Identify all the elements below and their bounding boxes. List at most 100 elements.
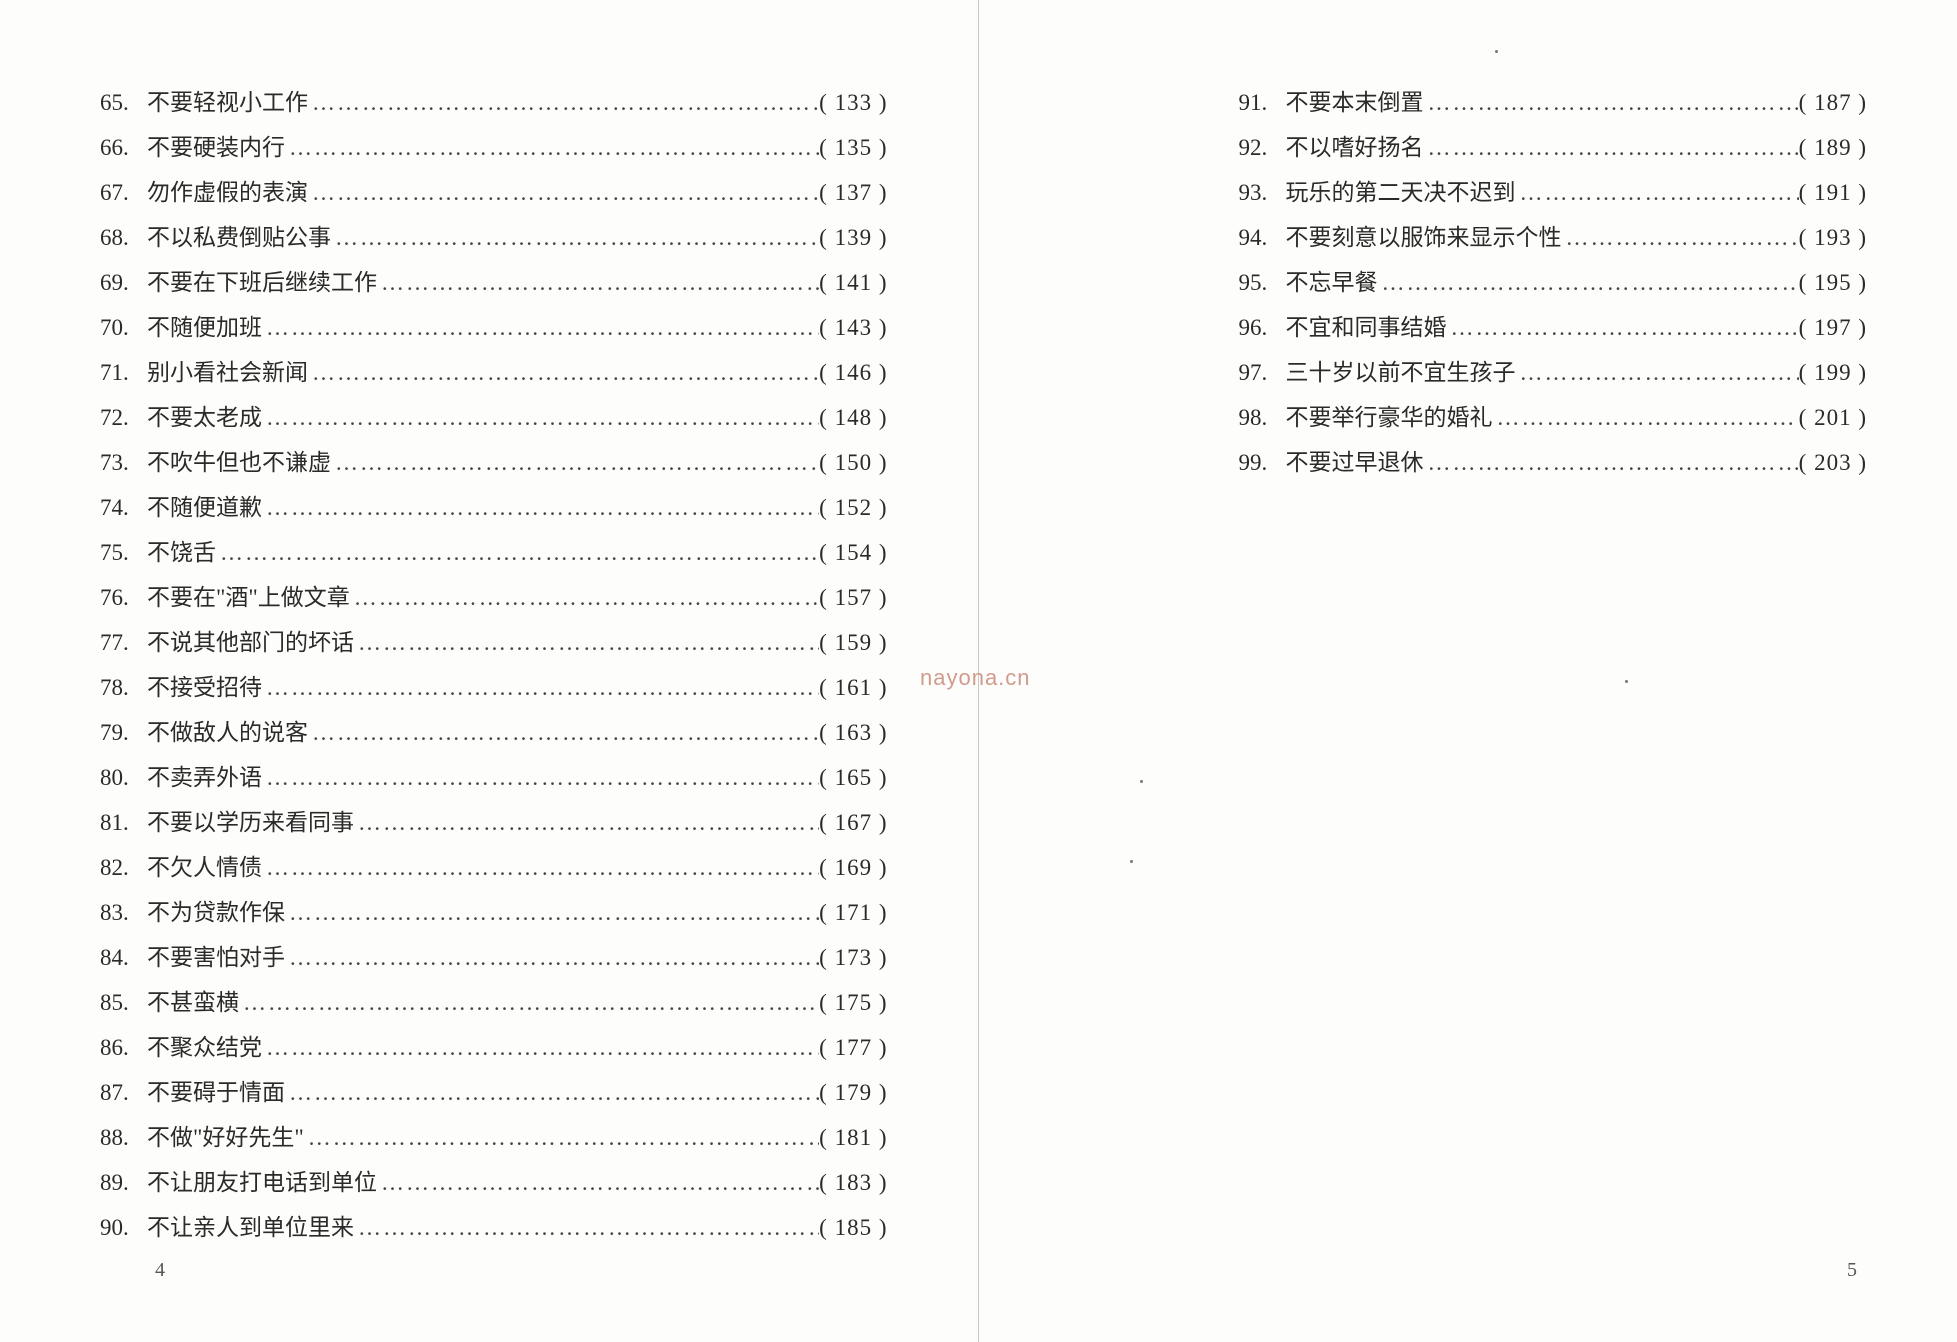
toc-item-page: ( 183 ) xyxy=(819,1160,887,1205)
toc-item-page: ( 179 ) xyxy=(819,1070,887,1115)
toc-item-leader-dots: ……………………………………………………………………………… xyxy=(1424,440,1799,485)
toc-item-leader-dots: ……………………………………………………………………………… xyxy=(1493,395,1799,440)
toc-item-leader-dots: ……………………………………………………………………………… xyxy=(377,1160,819,1205)
toc-item-title: 不要碍于情面 xyxy=(147,1070,285,1115)
toc-item-title: 不让朋友打电话到单位 xyxy=(147,1160,377,1205)
toc-item-number: 99. xyxy=(1239,440,1284,485)
toc-item-title: 不说其他部门的坏话 xyxy=(147,620,354,665)
toc-item-number: 97. xyxy=(1239,350,1284,395)
toc-item-page: ( 195 ) xyxy=(1799,260,1867,305)
toc-item-title: 不要本末倒置 xyxy=(1286,80,1424,125)
toc-item-title: 不要刻意以服饰来显示个性 xyxy=(1286,215,1562,260)
toc-item-leader-dots: ……………………………………………………………………………… xyxy=(308,350,819,395)
toc-item: 80.不卖弄外语 ………………………………………………………………………………(… xyxy=(100,755,888,800)
toc-item-leader-dots: ……………………………………………………………………………… xyxy=(285,935,819,980)
toc-item-leader-dots: ……………………………………………………………………………… xyxy=(262,1025,819,1070)
toc-item-title: 不甚蛮横 xyxy=(147,980,239,1025)
toc-item-number: 77. xyxy=(100,620,145,665)
toc-item-title: 不宜和同事结婚 xyxy=(1286,305,1447,350)
toc-item: 83.不为贷款作保 ………………………………………………………………………………… xyxy=(100,890,888,935)
toc-item: 69.不要在下班后继续工作 ……………………………………………………………………… xyxy=(100,260,888,305)
toc-item-leader-dots: ……………………………………………………………………………… xyxy=(354,1205,819,1250)
toc-item: 95.不忘早餐 ………………………………………………………………………………( … xyxy=(1239,260,1868,305)
toc-item-title: 不要害怕对手 xyxy=(147,935,285,980)
toc-item-number: 87. xyxy=(100,1070,145,1115)
toc-item-title: 别小看社会新闻 xyxy=(147,350,308,395)
toc-item-page: ( 185 ) xyxy=(819,1205,887,1250)
toc-item-number: 66. xyxy=(100,125,145,170)
toc-item: 96.不宜和同事结婚 ……………………………………………………………………………… xyxy=(1239,305,1868,350)
toc-item-title: 不要在下班后继续工作 xyxy=(147,260,377,305)
toc-item-number: 93. xyxy=(1239,170,1284,215)
toc-item-number: 89. xyxy=(100,1160,145,1205)
toc-item-page: ( 169 ) xyxy=(819,845,887,890)
toc-item-leader-dots: ……………………………………………………………………………… xyxy=(262,665,819,710)
toc-item-leader-dots: ……………………………………………………………………………… xyxy=(350,575,819,620)
toc-item: 65.不要轻视小工作 ……………………………………………………………………………… xyxy=(100,80,888,125)
toc-item: 88.不做"好好先生" …………………………………………………………………………… xyxy=(100,1115,888,1160)
toc-item: 67.勿作虚假的表演 ……………………………………………………………………………… xyxy=(100,170,888,215)
toc-item: 72.不要太老成 ………………………………………………………………………………(… xyxy=(100,395,888,440)
toc-item-number: 75. xyxy=(100,530,145,575)
toc-item-page: ( 148 ) xyxy=(819,395,887,440)
toc-item-leader-dots: ……………………………………………………………………………… xyxy=(285,125,819,170)
toc-item-leader-dots: ……………………………………………………………………………… xyxy=(1378,260,1799,305)
toc-item-title: 不随便加班 xyxy=(147,305,262,350)
toc-item-page: ( 165 ) xyxy=(819,755,887,800)
toc-item-page: ( 163 ) xyxy=(819,710,887,755)
toc-item: 74.不随便道歉 ………………………………………………………………………………(… xyxy=(100,485,888,530)
toc-item-title: 不欠人情债 xyxy=(147,845,262,890)
toc-item-number: 74. xyxy=(100,485,145,530)
toc-item: 78.不接受招待 ………………………………………………………………………………(… xyxy=(100,665,888,710)
toc-item-number: 98. xyxy=(1239,395,1284,440)
toc-item-page: ( 177 ) xyxy=(819,1025,887,1070)
toc-item: 79.不做敌人的说客 ……………………………………………………………………………… xyxy=(100,710,888,755)
toc-item-page: ( 197 ) xyxy=(1799,305,1867,350)
toc-item: 91.不要本末倒置 ………………………………………………………………………………… xyxy=(1239,80,1868,125)
toc-item-number: 96. xyxy=(1239,305,1284,350)
toc-item-leader-dots: ……………………………………………………………………………… xyxy=(1447,305,1799,350)
toc-item-page: ( 199 ) xyxy=(1799,350,1867,395)
toc-item-leader-dots: ……………………………………………………………………………… xyxy=(308,710,819,755)
toc-item-number: 82. xyxy=(100,845,145,890)
toc-item-title: 不接受招待 xyxy=(147,665,262,710)
toc-item: 85.不甚蛮横 ………………………………………………………………………………( … xyxy=(100,980,888,1025)
toc-item-page: ( 146 ) xyxy=(819,350,887,395)
toc-item-leader-dots: ……………………………………………………………………………… xyxy=(262,395,819,440)
toc-item-page: ( 187 ) xyxy=(1799,80,1867,125)
toc-item-number: 73. xyxy=(100,440,145,485)
toc-item-leader-dots: ……………………………………………………………………………… xyxy=(285,1070,819,1115)
toc-item: 68.不以私费倒贴公事 …………………………………………………………………………… xyxy=(100,215,888,260)
toc-item-title: 不聚众结党 xyxy=(147,1025,262,1070)
toc-item-title: 玩乐的第二天决不迟到 xyxy=(1286,170,1516,215)
toc-list-left: 65.不要轻视小工作 ……………………………………………………………………………… xyxy=(100,80,888,1250)
toc-item-number: 85. xyxy=(100,980,145,1025)
toc-item-number: 72. xyxy=(100,395,145,440)
toc-item-title: 不忘早餐 xyxy=(1286,260,1378,305)
toc-item-page: ( 191 ) xyxy=(1799,170,1867,215)
toc-item-number: 70. xyxy=(100,305,145,350)
toc-item-title: 不随便道歉 xyxy=(147,485,262,530)
toc-item-page: ( 175 ) xyxy=(819,980,887,1025)
toc-item: 82.不欠人情债 ………………………………………………………………………………(… xyxy=(100,845,888,890)
toc-item-title: 不做"好好先生" xyxy=(147,1115,304,1160)
toc-item: 99.不要过早退休 ………………………………………………………………………………… xyxy=(1239,440,1868,485)
scan-speck xyxy=(1130,860,1133,863)
toc-item-number: 91. xyxy=(1239,80,1284,125)
toc-item-leader-dots: ……………………………………………………………………………… xyxy=(1424,125,1799,170)
toc-item-number: 71. xyxy=(100,350,145,395)
toc-item-leader-dots: ……………………………………………………………………………… xyxy=(354,620,819,665)
toc-item-page: ( 154 ) xyxy=(819,530,887,575)
toc-item-leader-dots: ……………………………………………………………………………… xyxy=(239,980,819,1025)
toc-item-page: ( 141 ) xyxy=(819,260,887,305)
toc-item-page: ( 193 ) xyxy=(1799,215,1867,260)
toc-item-title: 三十岁以前不宜生孩子 xyxy=(1286,350,1516,395)
toc-item-title: 不要硬装内行 xyxy=(147,125,285,170)
toc-item-page: ( 152 ) xyxy=(819,485,887,530)
toc-item-leader-dots: ……………………………………………………………………………… xyxy=(285,890,819,935)
toc-item: 81.不要以学历来看同事 ………………………………………………………………………… xyxy=(100,800,888,845)
toc-item-leader-dots: ……………………………………………………………………………… xyxy=(1562,215,1799,260)
toc-item-leader-dots: ……………………………………………………………………………… xyxy=(216,530,819,575)
toc-item-title: 不要过早退休 xyxy=(1286,440,1424,485)
toc-item-leader-dots: ……………………………………………………………………………… xyxy=(354,800,819,845)
